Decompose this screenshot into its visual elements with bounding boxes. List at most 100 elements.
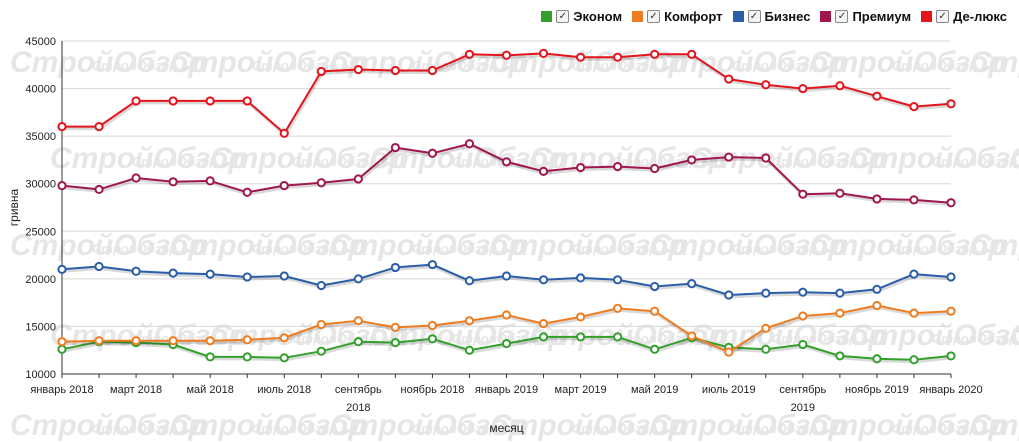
- data-point-2-14: [575, 273, 586, 283]
- watermark-text-small: СтройОбзор: [892, 241, 977, 256]
- x-tick-label: ноябрь 2018: [401, 384, 465, 396]
- legend-checkbox-de-lyuks[interactable]: ✓: [936, 10, 950, 23]
- legend-item-biznes[interactable]: ✓ Бизнес: [732, 9, 810, 24]
- watermark-text: СтройОбзор: [10, 46, 206, 79]
- watermark-text: СтройОбзор: [170, 229, 366, 262]
- watermark-text-small: СтройОбзор: [252, 58, 337, 73]
- data-point-0-6: [279, 353, 289, 363]
- data-point-3-20: [798, 189, 808, 199]
- watermark-text-small: СтройОбзор: [932, 154, 1017, 169]
- legend-swatch-de-lyuks: [921, 11, 933, 22]
- data-point-4-7: [316, 66, 326, 77]
- watermark-text: СтройОбзор: [1010, 142, 1019, 175]
- data-point-1-10: [427, 320, 438, 331]
- data-point-1-0: [57, 337, 67, 347]
- data-point-0-11: [464, 345, 475, 355]
- data-point-2-1: [94, 261, 104, 272]
- watermark-text: СтройОбзор: [650, 46, 846, 79]
- data-point-1-18: [724, 347, 734, 357]
- data-point-3-24: [946, 198, 956, 208]
- watermark-text-small: СтройОбзор: [412, 241, 497, 256]
- watermark-text-small: СтройОбзор: [772, 331, 857, 346]
- data-point-3-13: [538, 166, 549, 176]
- data-point-0-5: [242, 352, 252, 362]
- data-point-3-16: [650, 163, 660, 174]
- data-point-3-2: [131, 173, 141, 183]
- legend-swatch-biznes: [732, 11, 744, 22]
- watermark-text-small: СтройОбзор: [572, 58, 657, 73]
- data-point-3-21: [835, 188, 845, 198]
- watermark-text: СтройОбзор: [10, 409, 206, 442]
- x-tick-label: март 2018: [110, 384, 162, 396]
- data-point-1-13: [538, 318, 549, 329]
- data-point-1-16: [650, 306, 660, 316]
- y-tick-label: 45000: [25, 36, 56, 48]
- data-point-0-7: [316, 346, 326, 356]
- legend-item-komfort[interactable]: ✓ Комфорт: [632, 9, 723, 24]
- watermark-text-small: СтройОбзор: [412, 421, 497, 436]
- data-point-2-10: [427, 259, 438, 270]
- legend-checkbox-biznes[interactable]: ✓: [747, 10, 761, 23]
- data-point-2-2: [131, 266, 141, 276]
- watermark-text: СтройОбзор: [50, 319, 246, 352]
- data-point-4-4: [205, 96, 215, 106]
- watermark-text: СтройОбзор: [810, 46, 1006, 79]
- watermark-text: СтройОбзор: [970, 409, 1019, 442]
- data-point-2-9: [390, 262, 400, 273]
- x-tick-sublabel: 2019: [791, 402, 815, 414]
- data-point-3-0: [57, 181, 67, 191]
- legend-item-ekonom[interactable]: ✓ Эконом: [541, 9, 622, 24]
- data-point-4-14: [575, 52, 586, 62]
- data-point-2-21: [835, 288, 845, 298]
- watermark-text: СтройОбзор: [490, 409, 686, 442]
- x-tick-label: сентябрь: [779, 384, 826, 396]
- watermark-text-small: СтройОбзор: [612, 154, 697, 169]
- watermark-text: СтройОбзор: [850, 142, 1019, 175]
- y-tick-label: 15000: [25, 321, 56, 333]
- watermark-text: СтройОбзор: [810, 409, 1006, 442]
- watermark-text: СтройОбзор: [330, 409, 526, 442]
- watermark-text: СтройОбзор: [650, 409, 846, 442]
- data-point-0-20: [798, 339, 808, 350]
- data-point-3-19: [761, 153, 771, 163]
- data-point-1-8: [353, 316, 363, 326]
- data-point-3-3: [168, 177, 178, 187]
- legend-label-ekonom: Эконом: [573, 9, 623, 24]
- watermark-text-small: СтройОбзор: [132, 154, 217, 169]
- watermark-text-small: СтройОбзор: [772, 154, 857, 169]
- data-point-0-14: [575, 332, 586, 342]
- watermark-text: СтройОбзор: [650, 229, 846, 262]
- data-point-2-7: [316, 280, 326, 291]
- data-point-0-24: [946, 351, 956, 361]
- watermark-text: СтройОбзор: [210, 319, 406, 352]
- data-point-3-17: [687, 155, 697, 165]
- legend-checkbox-premium[interactable]: ✓: [835, 10, 849, 23]
- data-point-4-17: [687, 49, 697, 59]
- legend-item-de-lyuks[interactable]: ✓ Де-люкс: [921, 9, 1007, 24]
- data-point-2-16: [650, 281, 660, 292]
- x-tick-label: март 2019: [555, 384, 607, 396]
- data-point-3-9: [390, 142, 400, 153]
- data-point-1-19: [761, 323, 771, 333]
- data-point-3-8: [353, 174, 363, 184]
- legend-item-premium[interactable]: ✓ Премиум: [820, 9, 911, 24]
- x-tick-label: сентябрь: [335, 384, 382, 396]
- data-point-2-19: [761, 288, 771, 298]
- x-tick-label: июль 2019: [702, 384, 756, 396]
- y-axis-title: гривна: [7, 188, 21, 226]
- x-axis-title: месяц: [489, 421, 523, 435]
- data-point-4-24: [946, 99, 956, 109]
- watermark-text-small: СтройОбзор: [572, 241, 657, 256]
- data-point-2-3: [168, 268, 178, 278]
- x-tick-label: май 2018: [186, 384, 233, 396]
- legend-checkbox-ekonom[interactable]: ✓: [556, 10, 570, 23]
- watermark-text: СтройОбзор: [170, 46, 366, 79]
- data-point-0-9: [390, 338, 400, 348]
- legend: ✓ Эконом ✓ Комфорт ✓ Бизнес ✓ Премиум ✓ …: [541, 9, 1007, 24]
- watermark-text: СтройОбзор: [50, 142, 246, 175]
- data-point-2-23: [909, 269, 919, 279]
- data-point-4-16: [650, 49, 660, 59]
- data-point-4-11: [464, 49, 475, 59]
- legend-checkbox-komfort[interactable]: ✓: [647, 10, 661, 23]
